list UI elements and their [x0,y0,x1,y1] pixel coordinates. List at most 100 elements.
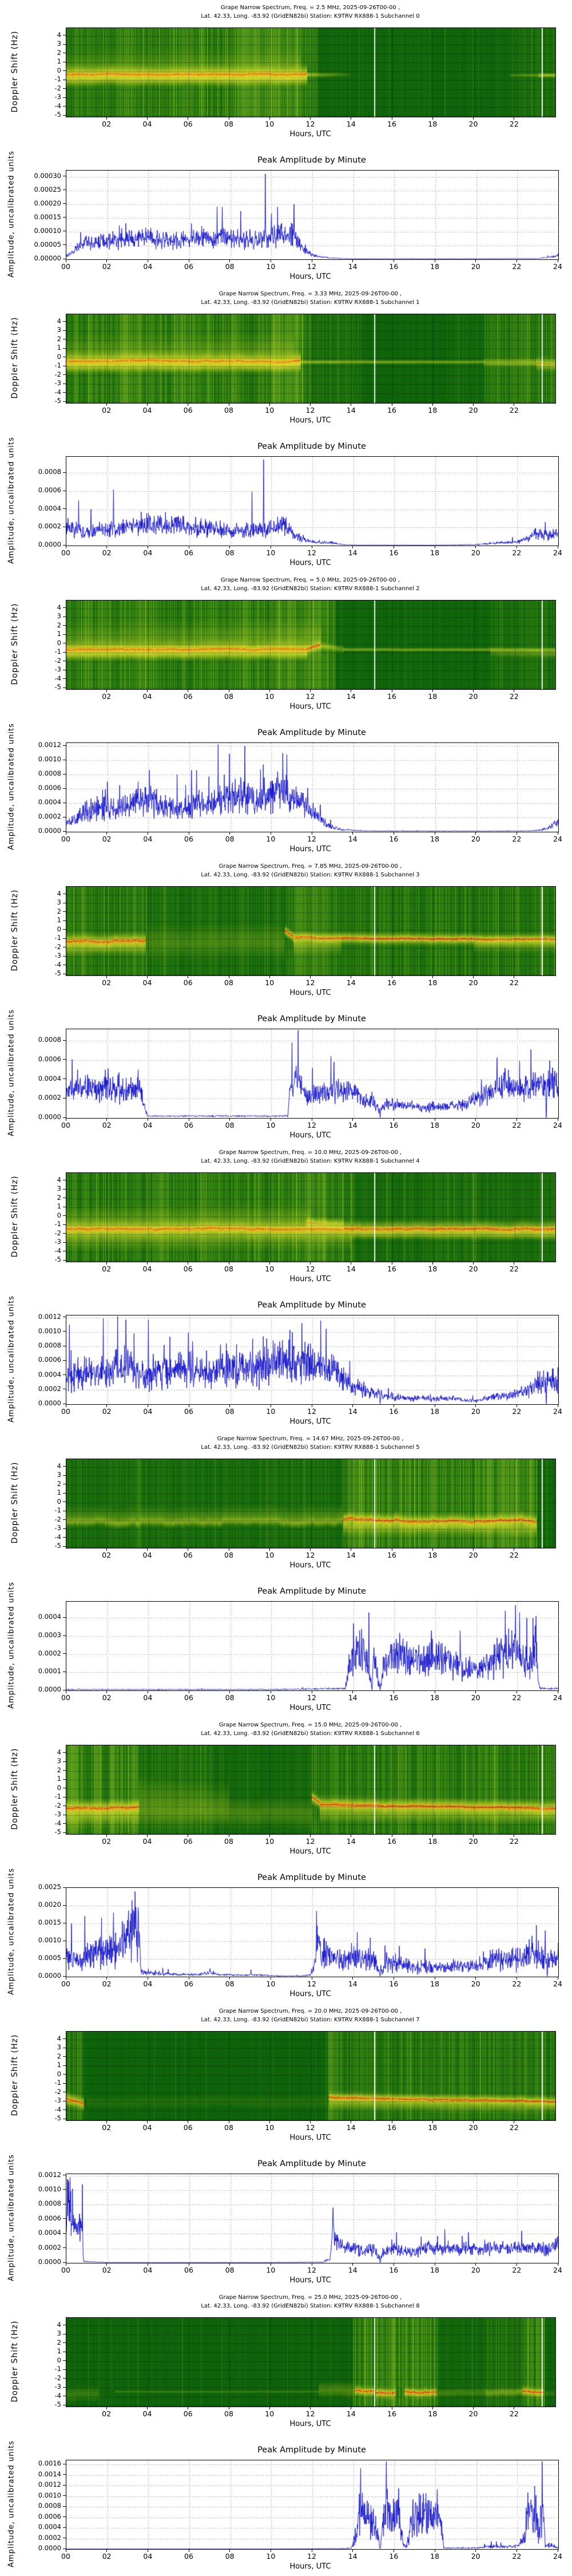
x-tick-label: 24 [553,548,562,557]
x-tick-label: 04 [143,2266,153,2274]
tick-mark [310,2407,311,2409]
x-tick-label: 16 [387,1265,396,1273]
y-tick-label: -2 [54,84,61,92]
spectrogram-canvas [66,600,556,690]
y-tick-label: 0.0005 [38,1954,61,1962]
x-tick-label: 00 [61,2552,70,2561]
y-tick-label: -5 [54,2400,61,2409]
x-tick-label: 12 [305,2409,315,2418]
y-tick-label: 4 [57,1175,61,1184]
y-tick-label: -4 [54,1532,61,1541]
x-tick-label: 04 [142,1837,152,1846]
x-tick-label: 22 [512,1407,522,1416]
subchannel-3-panel: Grape Narrow Spectrum, Freq. = 7.85 MHz,… [0,859,572,1145]
x-tick-label: 02 [102,1121,112,1129]
tick-mark [63,1360,66,1361]
y-tick-label: 4 [57,889,61,898]
x-tick-label: 06 [184,1407,193,1416]
tick-mark [432,976,433,978]
amplitude-x-axis-label: Hours, UTC [289,1704,331,1712]
tick-mark [63,2387,66,2388]
x-tick-label: 20 [471,1693,480,1702]
x-tick-label: 24 [553,1121,562,1129]
tick-mark [229,1405,231,1407]
y-tick-label: 0.0012 [38,1312,61,1321]
x-tick-label: 16 [387,1551,396,1559]
x-tick-label: 18 [428,2409,438,2418]
x-tick-label: 10 [265,1837,275,1846]
x-tick-label: 20 [471,1121,480,1129]
x-tick-label: 10 [265,2409,275,2418]
tick-mark [310,976,311,978]
tick-mark [106,2550,108,2552]
amplitude-canvas [66,1315,559,1405]
tick-mark [106,832,108,835]
x-tick-label: 10 [265,692,275,701]
x-tick-label: 06 [184,2266,193,2274]
amplitude-y-axis-label: Amplitude, uncalibrated units [7,1009,16,1136]
x-tick-label: 20 [471,548,480,557]
spectrogram-figure: Grape Narrow Spectrum, Freq. = 20.0 MHz,… [0,2004,572,2147]
x-tick-label: 12 [305,692,315,701]
tick-mark [106,690,107,692]
y-tick-label: 1 [57,630,61,638]
x-tick-label: 20 [471,2266,480,2274]
tick-mark [269,1835,270,1837]
tick-mark [352,2550,353,2552]
y-tick-label: 0.00010 [34,226,61,235]
spectrogram-title-line1: Grape Narrow Spectrum, Freq. = 14.67 MHz… [217,1436,404,1442]
tick-mark [63,203,66,204]
x-tick-label: 06 [184,548,193,557]
tick-mark [63,97,66,98]
x-tick-label: 20 [468,120,478,128]
tick-mark [432,1835,433,1837]
y-tick-label: -3 [54,1524,61,1532]
x-tick-label: 24 [553,1980,562,1988]
y-tick-label: -3 [54,665,61,674]
y-tick-label: 0.0004 [38,2229,61,2237]
amplitude-figure: Peak Amplitude by Minute Amplitude, unca… [0,1288,572,1431]
x-tick-label: 18 [428,978,438,987]
x-tick-label: 02 [102,120,112,128]
tick-mark [473,117,474,120]
tick-mark [63,1823,66,1824]
x-tick-label: 10 [266,1693,276,1702]
tick-mark [63,1117,66,1118]
x-tick-label: 14 [348,835,357,843]
tick-mark [63,1528,66,1529]
y-tick-label: 4 [57,317,61,325]
spectrogram-figure: Grape Narrow Spectrum, Freq. = 2.5 MHz, … [0,0,572,143]
amplitude-title: Peak Amplitude by Minute [257,1301,366,1310]
tick-mark [63,1958,66,1959]
x-tick-label: 12 [305,978,315,987]
amplitude-canvas [66,456,559,546]
x-tick-label: 22 [512,1980,522,1988]
x-tick-label: 00 [61,262,70,271]
x-tick-label: 12 [305,406,315,414]
x-tick-label: 16 [389,262,399,271]
y-tick-label: -2 [54,656,61,665]
tick-mark [63,1905,66,1906]
y-tick-label: 0.0010 [38,2491,61,2499]
tick-mark [63,1233,66,1234]
tick-mark [475,1977,476,1980]
x-tick-label: 18 [430,2552,439,2561]
y-tick-label: -2 [54,942,61,951]
tick-mark [106,546,108,548]
tick-mark [106,1119,108,1121]
tick-mark [106,1977,108,1980]
y-tick-label: 0.0006 [38,1356,61,1364]
tick-mark [147,1835,148,1837]
y-tick-label: -2 [54,1515,61,1523]
x-tick-label: 04 [142,692,152,701]
tick-mark [63,1078,66,1080]
y-tick-label: 0.00025 [34,185,61,193]
spectrogram-canvas [66,1745,556,1835]
x-tick-label: 08 [224,1551,233,1559]
tick-mark [63,1887,66,1888]
subchannel-1-panel: Grape Narrow Spectrum, Freq. = 3.33 MHz,… [0,286,572,572]
tick-mark [63,788,66,789]
y-tick-label: 1 [57,1775,61,1783]
tick-mark [63,114,66,116]
